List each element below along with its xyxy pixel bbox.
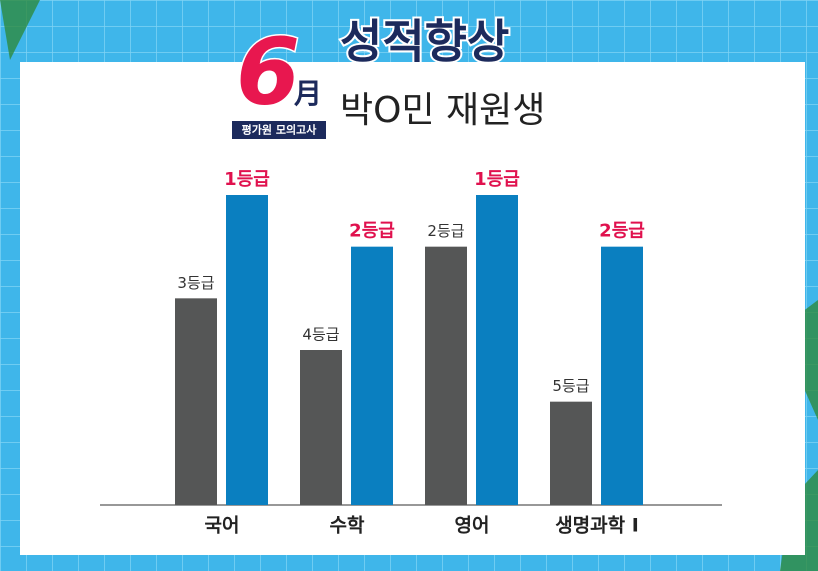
bar <box>226 195 268 505</box>
bar <box>550 401 592 505</box>
value-label: 1등급 <box>474 169 520 190</box>
badge: 평가원 모의고사 <box>242 123 318 137</box>
title: 성적향상 <box>340 15 509 69</box>
value-label: 4등급 <box>302 326 339 344</box>
x-tick-label: 수학 <box>330 515 365 537</box>
x-tick-label: 국어 <box>205 515 240 537</box>
month-number: 6 <box>236 18 300 125</box>
value-label: 3등급 <box>177 274 214 292</box>
bar <box>300 350 342 505</box>
value-label: 1등급 <box>224 169 270 190</box>
badge-box <box>232 121 326 139</box>
subtitle: 박O민 재원생 <box>340 90 545 131</box>
value-label: 2등급 <box>427 222 464 240</box>
bar <box>476 195 518 505</box>
value-label: 5등급 <box>552 377 589 395</box>
value-label: 2등급 <box>599 221 645 242</box>
bar <box>425 246 467 505</box>
bar <box>601 246 643 505</box>
panel <box>20 62 805 555</box>
value-label: 2등급 <box>349 221 395 242</box>
bar <box>175 298 217 505</box>
month-char: 月 <box>293 77 322 110</box>
bar <box>351 246 393 505</box>
x-tick-label: 생명과학 I <box>555 515 639 537</box>
x-tick-label: 영어 <box>455 515 490 537</box>
